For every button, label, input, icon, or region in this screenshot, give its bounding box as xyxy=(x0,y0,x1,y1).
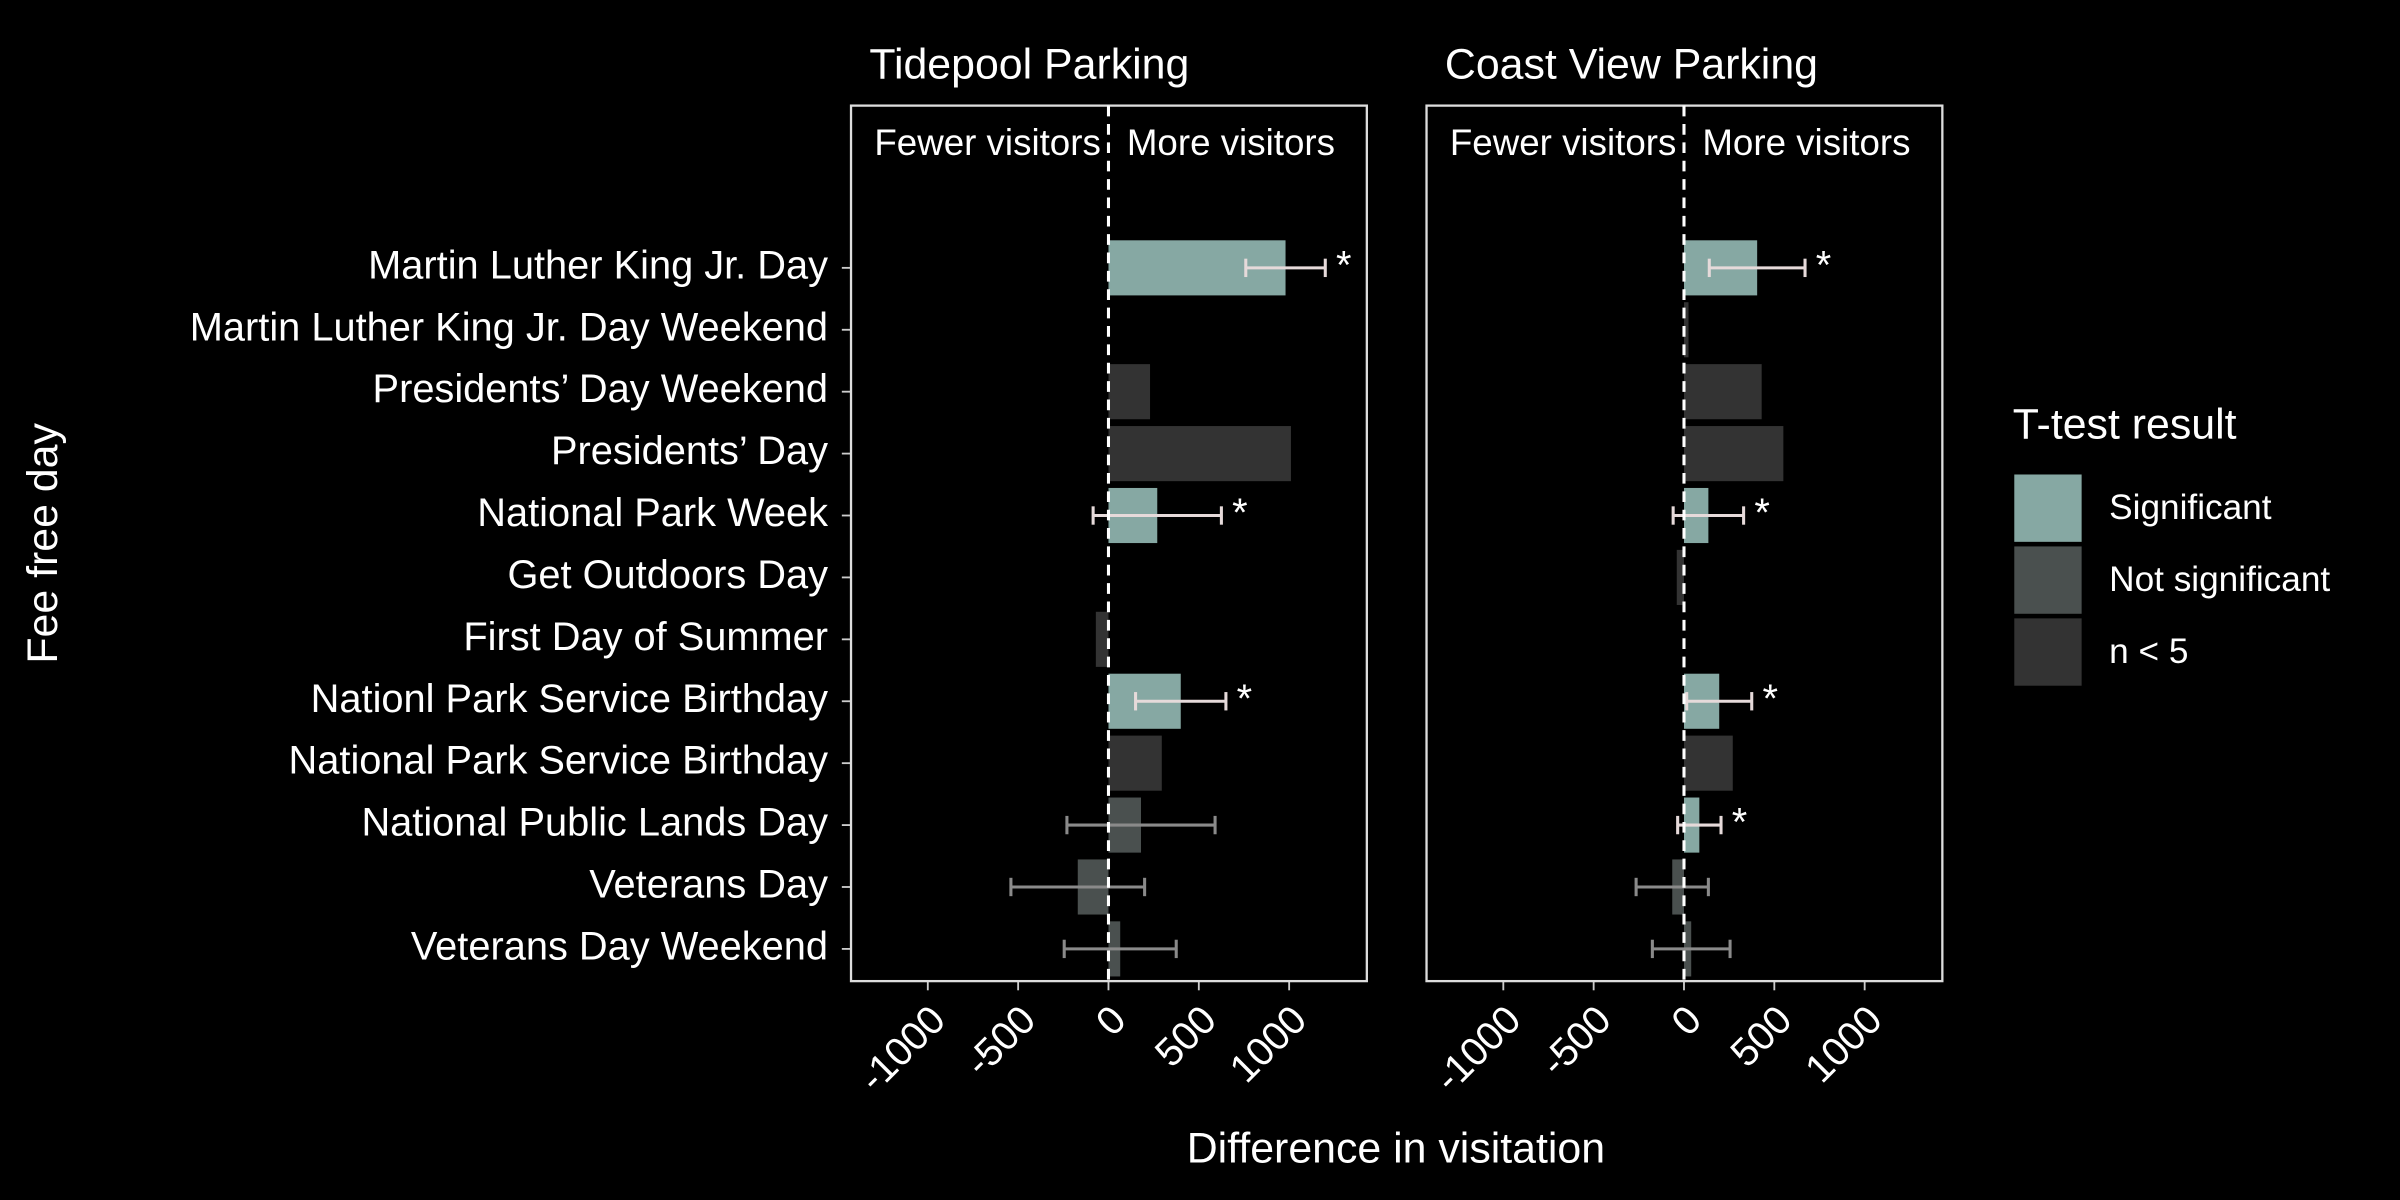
panel-title: Coast View Parking xyxy=(1445,41,1818,89)
error-bar xyxy=(1244,258,1327,278)
y-tick-label: National Public Lands Day xyxy=(361,801,828,845)
bar xyxy=(1095,611,1109,667)
region-label: More visitors xyxy=(1702,122,1910,163)
y-tick-label: Martin Luther King Jr. Day xyxy=(368,243,828,287)
y-tick-label: National Park Service Birthday xyxy=(289,739,829,783)
error-bar xyxy=(1062,939,1178,959)
significance-star: * xyxy=(1762,677,1777,721)
error-bar xyxy=(1707,258,1807,278)
y-tick-label: Presidents’ Day xyxy=(551,429,828,473)
y-tick-label: National Park Week xyxy=(477,491,828,535)
bar xyxy=(1108,426,1291,482)
error-bar xyxy=(1091,506,1223,525)
region-label: Fewer visitors xyxy=(874,122,1100,163)
significance-star: * xyxy=(1754,491,1769,535)
region-label: More visitors xyxy=(1127,122,1335,163)
bar xyxy=(1108,364,1151,420)
y-tick-label: Get Outdoors Day xyxy=(507,553,828,597)
y-tick-label: Presidents’ Day Weekend xyxy=(373,367,829,411)
error-bar xyxy=(1065,815,1217,835)
legend-key xyxy=(2014,546,2082,614)
error-bar xyxy=(1634,877,1710,897)
legend-label: n < 5 xyxy=(2109,632,2188,671)
significance-star: * xyxy=(1237,677,1252,721)
legend-label: Not significant xyxy=(2109,560,2330,599)
y-tick-label: First Day of Summer xyxy=(463,615,828,659)
error-bar xyxy=(1134,692,1228,711)
region-label: Fewer visitors xyxy=(1450,122,1676,163)
panel-title: Tidepool Parking xyxy=(869,41,1189,89)
error-bar xyxy=(1650,939,1732,959)
legend-key xyxy=(2014,618,2082,686)
bar xyxy=(1683,302,1689,358)
significance-star: * xyxy=(1336,243,1351,287)
y-tick-label: Veterans Day xyxy=(589,863,828,907)
significance-star: * xyxy=(1816,243,1831,287)
y-axis-label: Fee free day xyxy=(19,423,67,664)
significance-star: * xyxy=(1232,491,1247,535)
legend-label: Significant xyxy=(2109,488,2272,527)
bar xyxy=(1108,735,1162,791)
bar xyxy=(1676,549,1684,605)
error-bar xyxy=(1009,877,1147,897)
bar xyxy=(1683,364,1762,420)
significance-star: * xyxy=(1732,801,1747,845)
y-tick-label: Veterans Day Weekend xyxy=(411,924,828,968)
error-bar xyxy=(1685,692,1754,711)
y-tick-label: Nationl Park Service Birthday xyxy=(311,677,828,721)
legend-title: T-test result xyxy=(2013,400,2237,448)
bar xyxy=(1683,735,1733,791)
x-axis-label: Difference in visitation xyxy=(1187,1124,1605,1172)
legend-key xyxy=(2014,474,2082,542)
bar xyxy=(1683,426,1784,482)
y-tick-label: Martin Luther King Jr. Day Weekend xyxy=(190,305,828,349)
